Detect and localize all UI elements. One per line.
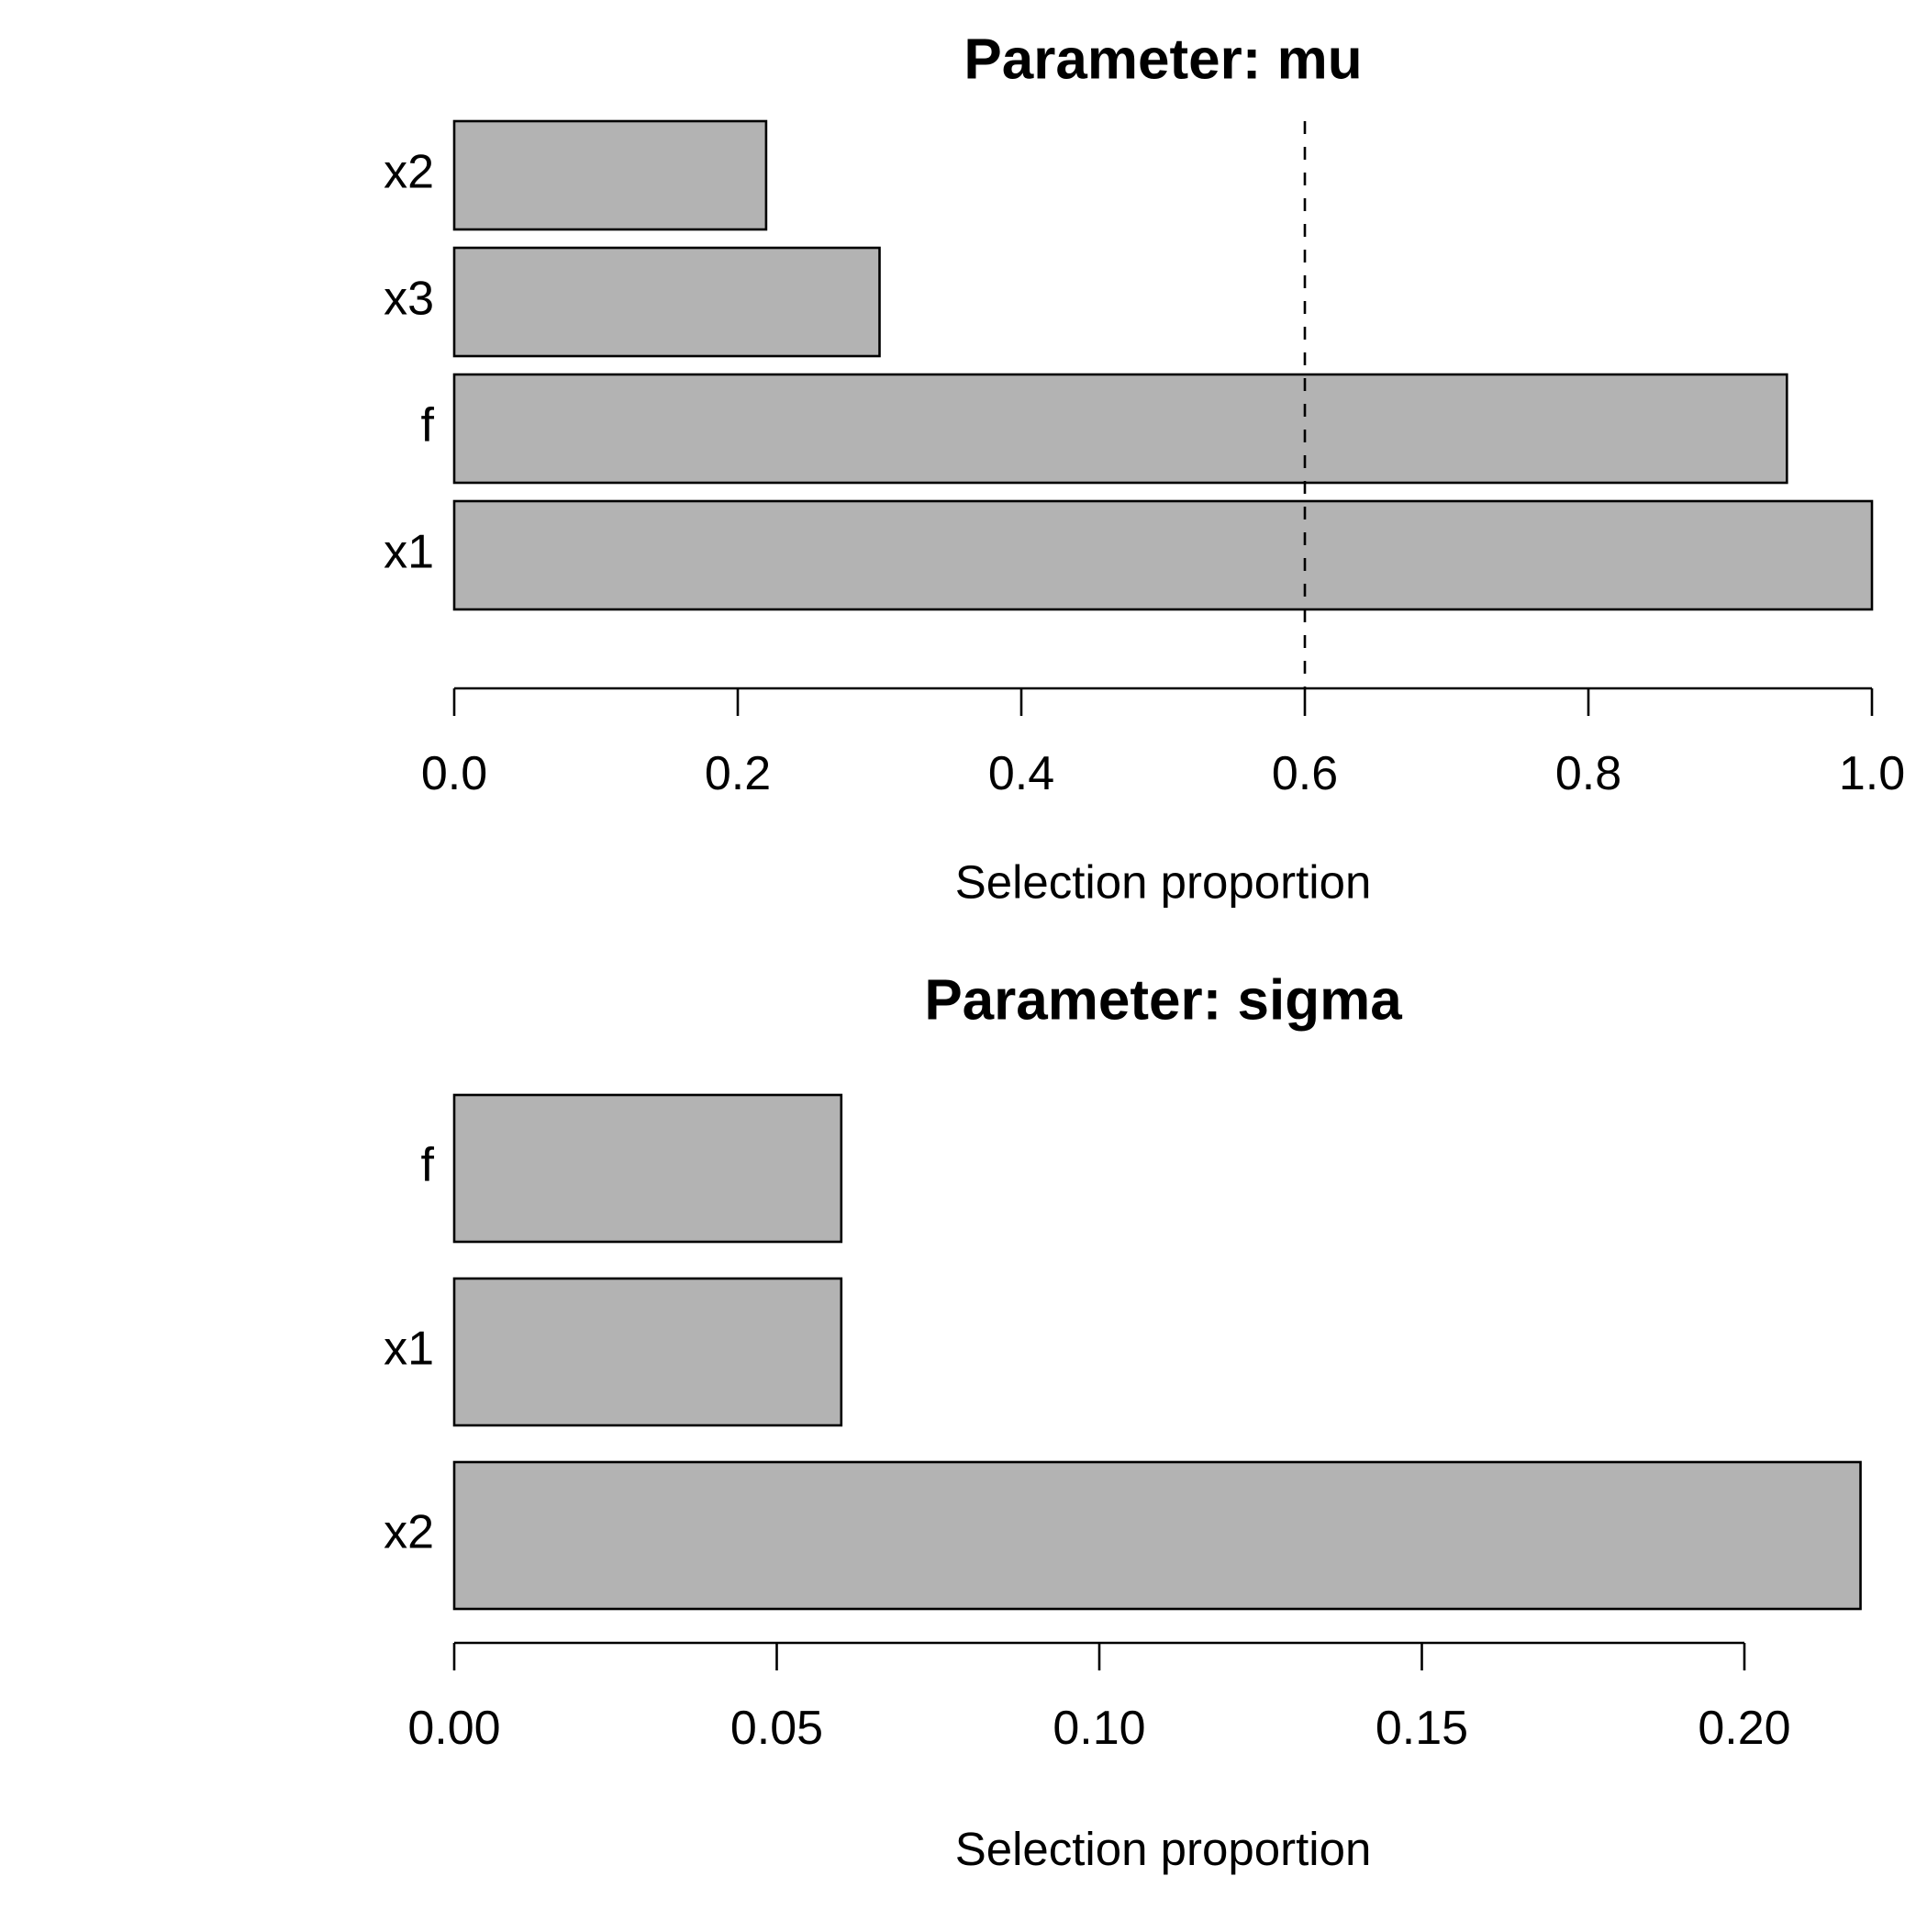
svg-text:Parameter: mu: Parameter: mu [964, 28, 1362, 92]
svg-text:0.00: 0.00 [407, 1702, 500, 1755]
svg-text:0.6: 0.6 [1272, 747, 1338, 800]
svg-text:Parameter: sigma: Parameter: sigma [924, 969, 1402, 1033]
svg-text:Selection proportion: Selection proportion [955, 1823, 1372, 1875]
svg-text:0.10: 0.10 [1053, 1702, 1145, 1755]
svg-text:0.2: 0.2 [705, 747, 771, 800]
svg-text:0.0: 0.0 [421, 747, 487, 800]
svg-text:1.0: 1.0 [1839, 747, 1905, 800]
svg-text:0.15: 0.15 [1376, 1702, 1468, 1755]
svg-text:Selection proportion: Selection proportion [955, 855, 1372, 908]
svg-text:0.4: 0.4 [988, 747, 1054, 800]
svg-text:0.8: 0.8 [1555, 747, 1621, 800]
svg-text:0.20: 0.20 [1698, 1702, 1790, 1755]
svg-text:x1: x1 [384, 526, 434, 579]
svg-text:f: f [421, 1139, 435, 1192]
svg-text:f: f [421, 399, 435, 452]
svg-text:x3: x3 [384, 273, 434, 326]
svg-text:0.05: 0.05 [730, 1702, 823, 1755]
svg-text:x2: x2 [384, 146, 434, 199]
svg-text:x1: x1 [384, 1323, 434, 1376]
svg-text:x2: x2 [384, 1506, 434, 1559]
